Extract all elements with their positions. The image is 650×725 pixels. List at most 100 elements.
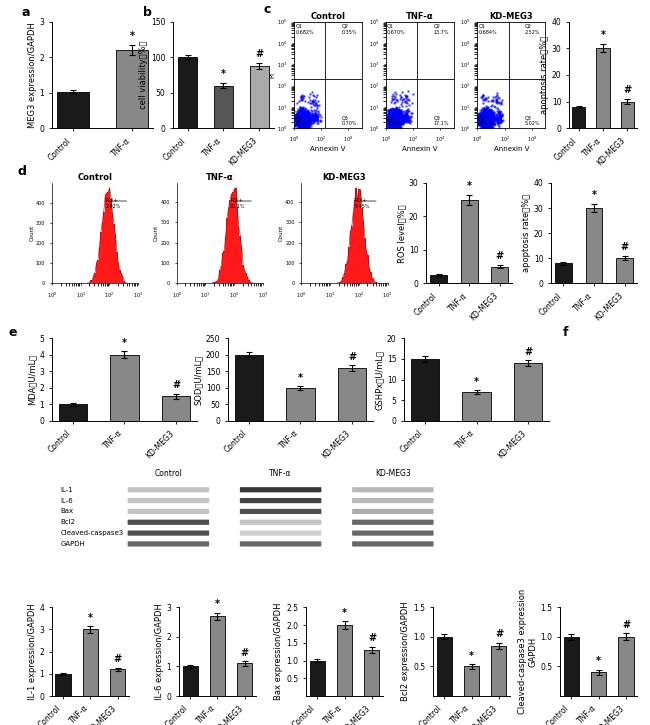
Point [391, 123, 401, 134]
Point [392, 117, 402, 129]
Point [389, 114, 399, 125]
Point [386, 111, 396, 123]
Point [479, 114, 489, 125]
Point [304, 115, 314, 127]
Point [482, 115, 492, 126]
Point [476, 116, 486, 128]
Point [294, 115, 305, 126]
Point [301, 109, 311, 120]
Point [384, 121, 394, 133]
Point [294, 111, 305, 123]
Point [306, 101, 317, 112]
Point [387, 113, 397, 125]
Point [395, 107, 406, 119]
Point [484, 112, 495, 123]
Point [302, 117, 312, 129]
Point [294, 115, 305, 126]
Point [298, 113, 308, 125]
Point [480, 114, 491, 125]
Point [301, 112, 311, 124]
Point [301, 109, 311, 121]
Point [297, 115, 307, 127]
Point [478, 117, 488, 128]
Point [296, 118, 307, 130]
Point [402, 111, 412, 123]
Point [297, 117, 307, 128]
Point [400, 114, 410, 125]
Point [300, 112, 310, 124]
Point [480, 115, 491, 127]
Point [484, 111, 495, 123]
Point [299, 104, 309, 116]
Point [298, 115, 309, 127]
Point [390, 117, 400, 128]
Point [387, 109, 398, 120]
Point [390, 96, 400, 108]
Point [393, 116, 404, 128]
Point [385, 107, 395, 119]
Point [486, 108, 497, 120]
Point [391, 115, 401, 126]
Point [395, 112, 405, 123]
Point [307, 109, 317, 121]
Point [299, 112, 309, 123]
Point [478, 115, 489, 127]
Point [481, 115, 491, 127]
Point [386, 113, 396, 125]
Point [296, 110, 306, 122]
Point [298, 115, 308, 126]
Point [482, 108, 492, 120]
Point [387, 112, 398, 124]
Point [480, 109, 491, 120]
Point [482, 110, 493, 122]
Point [388, 109, 398, 121]
Point [385, 113, 395, 125]
Point [391, 112, 402, 124]
Point [296, 111, 307, 123]
Point [485, 116, 495, 128]
Point [298, 112, 308, 123]
Point [387, 121, 397, 133]
Point [298, 107, 309, 119]
Point [400, 112, 411, 123]
Point [486, 120, 496, 132]
Point [300, 118, 311, 130]
Point [300, 116, 311, 128]
Point [483, 114, 493, 125]
Point [299, 115, 309, 127]
Point [390, 113, 400, 125]
Point [484, 112, 495, 123]
Point [480, 113, 491, 125]
Point [297, 114, 307, 125]
Point [300, 115, 310, 126]
Point [479, 116, 489, 128]
Point [297, 118, 307, 130]
Point [389, 111, 400, 123]
Point [296, 108, 307, 120]
Point [484, 117, 494, 128]
Point [301, 115, 311, 127]
Point [300, 111, 310, 123]
Point [480, 109, 491, 120]
Point [389, 114, 399, 125]
Point [309, 99, 320, 111]
Point [292, 117, 303, 129]
Point [297, 109, 307, 121]
Point [300, 118, 311, 130]
Point [389, 104, 399, 116]
Point [394, 112, 404, 123]
Point [484, 113, 494, 125]
Point [300, 113, 310, 125]
Point [297, 115, 307, 126]
Point [294, 119, 304, 130]
Point [475, 114, 486, 125]
Point [395, 118, 405, 130]
Point [296, 112, 306, 123]
Point [385, 107, 395, 119]
Point [298, 111, 308, 123]
Point [482, 109, 492, 121]
Point [302, 119, 312, 130]
Point [302, 117, 312, 129]
Point [298, 108, 309, 120]
Point [385, 107, 395, 118]
